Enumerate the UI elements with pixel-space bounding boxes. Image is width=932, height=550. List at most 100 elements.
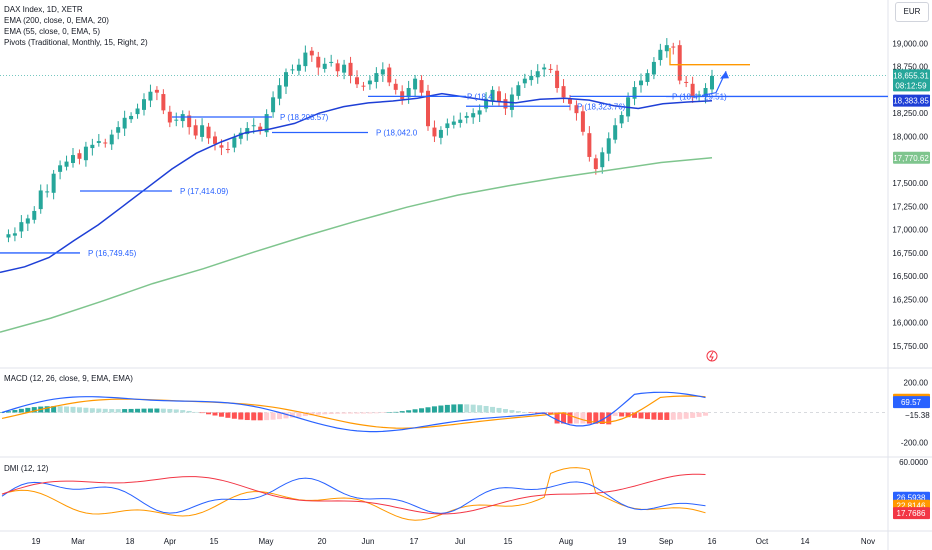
- candle-body: [671, 46, 676, 48]
- price-tick-label: 17,000.00: [892, 226, 928, 235]
- price-tick-label: 19,000.00: [892, 39, 928, 48]
- candle-body: [374, 73, 379, 82]
- macd-legend[interactable]: MACD (12, 26, close, 9, EMA, EMA): [4, 374, 133, 383]
- dmi-legend[interactable]: DMI (12, 12): [4, 464, 49, 473]
- macd-hist-bar: [625, 412, 631, 418]
- candle-body: [555, 70, 560, 88]
- candle-body: [645, 73, 650, 82]
- macd-hist-bar: [444, 404, 450, 413]
- candle-body: [639, 80, 643, 86]
- macd-hist-bar: [186, 410, 192, 413]
- pivot-label: P (18,4: [467, 92, 493, 101]
- macd-hist-bar: [25, 407, 31, 413]
- candle-body: [258, 126, 263, 131]
- macd-hist-bar: [270, 412, 276, 420]
- candle-body: [464, 115, 469, 118]
- macd-hist-bar: [115, 409, 121, 413]
- macd-hist-bar: [606, 412, 612, 425]
- ema55-legend[interactable]: EMA (55, close, 0, EMA, 5): [4, 27, 101, 36]
- macd-hist-bar: [419, 408, 425, 413]
- candle-body: [458, 119, 463, 123]
- candle-body: [109, 134, 114, 145]
- macd-signal-line: [1, 395, 706, 429]
- time-tick-label: 19: [32, 537, 41, 546]
- candle-body: [335, 63, 340, 72]
- candle-body: [12, 233, 17, 236]
- macd-hist-bar: [154, 408, 160, 413]
- candle-body: [703, 88, 708, 96]
- price-tick-label: 15,750.00: [892, 342, 928, 351]
- macd-hist-bar: [490, 406, 496, 413]
- time-tick-label: 20: [318, 537, 327, 546]
- macd-hist-bar: [264, 412, 270, 421]
- macd-hist-bar: [283, 412, 289, 419]
- forecast-arrow-head: [720, 71, 729, 79]
- macd-hist-bar: [451, 404, 457, 413]
- candle-body: [142, 99, 146, 110]
- candle-body: [413, 78, 418, 90]
- candle-body: [426, 90, 430, 127]
- ema200-legend[interactable]: EMA (200, close, 0, EMA, 20): [4, 16, 109, 25]
- candle-body: [606, 138, 611, 154]
- macd-hist-bar: [328, 412, 334, 414]
- currency-button[interactable]: EUR: [895, 2, 929, 22]
- time-tick-label: 15: [504, 537, 513, 546]
- time-tick-label: 19: [618, 537, 627, 546]
- macd-hist-bar: [225, 412, 231, 418]
- orange-level-line: [669, 47, 750, 66]
- candle-body: [96, 141, 101, 143]
- candle-body: [122, 117, 127, 129]
- macd-hist-bar: [244, 412, 250, 421]
- macd-hist-bar: [277, 412, 283, 420]
- macd-hist-bar: [147, 408, 153, 413]
- candle-body: [497, 91, 501, 102]
- candle-body: [167, 111, 172, 123]
- candle-body: [503, 99, 508, 109]
- candle-body: [342, 64, 347, 73]
- macd-hist-bar: [373, 412, 379, 414]
- candle-body: [471, 113, 476, 118]
- candle-body: [664, 45, 669, 52]
- macd-hist-bar: [580, 412, 586, 424]
- macd-hist-bar: [206, 412, 212, 415]
- candle-body: [174, 119, 179, 121]
- candle-body: [632, 87, 637, 99]
- candle-body: [206, 126, 211, 139]
- macd-hist-bar: [341, 412, 347, 414]
- macd-hist-bar: [399, 411, 405, 413]
- dmi-plus-tag: 26.5938: [897, 494, 926, 503]
- price-tick-label: 18,750.00: [892, 63, 928, 72]
- macd-hist-bar: [696, 412, 702, 417]
- candle-body: [367, 80, 372, 85]
- macd-hist-bar: [619, 412, 625, 417]
- macd-hist-bar: [257, 412, 263, 421]
- ema55-value-tag: 18,383.85: [893, 97, 929, 106]
- ema200-line: [0, 157, 713, 333]
- candle-body: [148, 91, 153, 101]
- candle-body: [548, 68, 553, 70]
- macd-hist-bar: [593, 412, 599, 424]
- price-tick-label: 17,500.00: [892, 179, 928, 188]
- macd-hist-bar: [548, 412, 554, 415]
- macd-hist-bar: [199, 412, 205, 414]
- macd-hist-bar: [238, 412, 244, 420]
- symbol-title[interactable]: DAX Index, 1D, XETR: [4, 5, 83, 14]
- candle-body: [64, 161, 69, 167]
- time-tick-label: May: [258, 537, 273, 546]
- candle-body: [600, 152, 605, 168]
- candle-body: [593, 158, 598, 170]
- macd-hist-bar: [31, 407, 37, 413]
- time-tick-label: 18: [126, 537, 135, 546]
- candle-body: [619, 115, 624, 124]
- macd-hist-bar: [173, 409, 179, 413]
- macd-hist-bar: [83, 407, 89, 413]
- time-tick-label: 17: [410, 537, 419, 546]
- time-tick-label: 16: [708, 537, 717, 546]
- macd-hist-bar: [322, 412, 328, 415]
- pivot-label: P (18,208.57): [280, 113, 329, 122]
- macd-hist-bar: [102, 408, 108, 413]
- candle-body: [238, 132, 243, 139]
- macd-hist-bar: [393, 411, 399, 413]
- pivots-legend[interactable]: Pivots (Traditional, Monthly, 15, Right,…: [4, 38, 148, 47]
